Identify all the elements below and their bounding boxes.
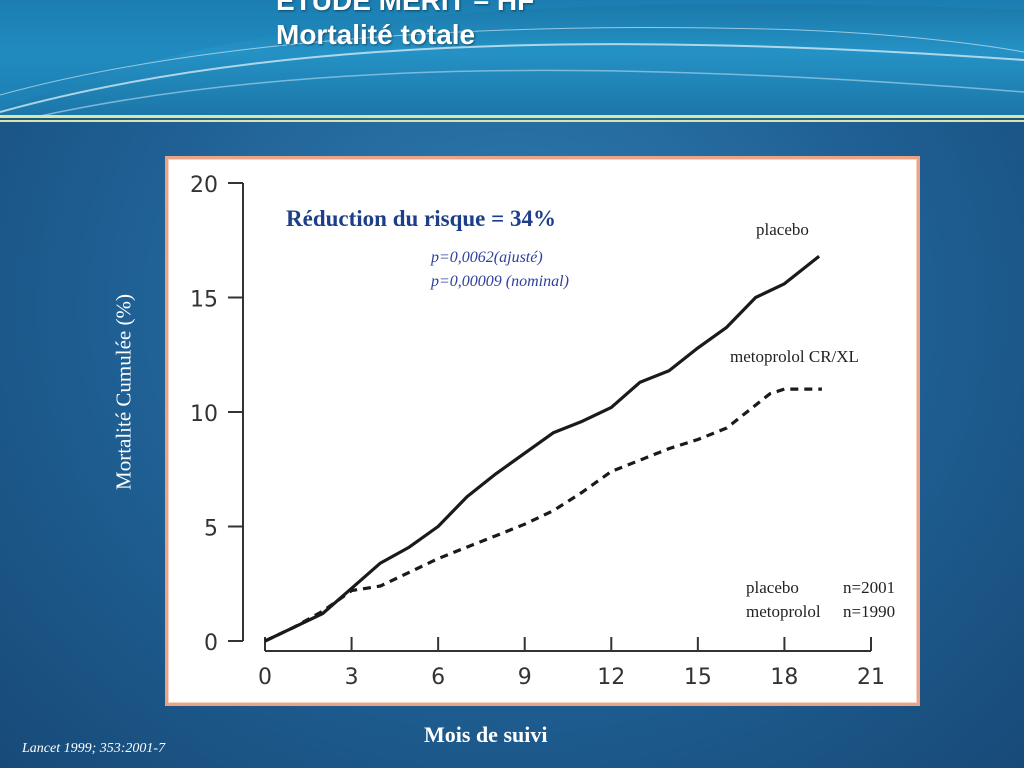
p-value-nominal: p=0,00009 (nominal) [430,273,569,290]
y-tick-label: 5 [204,517,218,542]
metoprolol-curve [264,387,822,643]
title-line-2: Mortalité totale [276,19,476,50]
x-tick-label: 12 [597,665,625,690]
x-axis-label: Mois de suivi [424,722,548,747]
y-tick-label: 15 [190,288,218,313]
chart-canvas: 0 5 10 15 20 0 3 6 9 12 15 18 21 placebo metoprolol CR… [190,173,895,690]
y-axis-label: Mortalité Cumulée (%) [111,294,136,490]
header-divider-2 [0,120,1024,122]
n-metoprolol-value: n=1990 [843,602,895,621]
title-line-1: ETUDE MERIT – HF [276,0,535,16]
header-band: ETUDE MERIT – HF Mortalité totale [0,0,1024,116]
x-tick-label: 15 [684,665,712,690]
n-placebo-value: n=2001 [843,578,895,597]
y-tick-label: 10 [190,402,218,427]
series-label-placebo: placebo [756,220,809,239]
series-label-metoprolol: metoprolol CR/XL [730,347,859,366]
citation: Lancet 1999; 353:2001-7 [22,741,166,756]
x-tick-label: 18 [770,665,798,690]
n-placebo-label: placebo [746,578,799,597]
x-tick-label: 3 [345,665,359,690]
placebo-curve [264,255,821,643]
n-metoprolol-label: metoprolol [746,602,821,621]
header-divider-1 [0,115,1024,118]
chart-frame: 0 5 10 15 20 0 3 6 9 12 15 18 21 placebo metoprolol CR… [165,156,920,706]
x-tick-label: 6 [431,665,445,690]
y-tick-label: 0 [204,631,218,656]
x-tick-label: 0 [258,665,272,690]
slide-title: ETUDE MERIT – HF Mortalité totale [276,0,534,52]
header-wave-decoration [0,0,1024,116]
x-tick-label: 21 [857,665,885,690]
x-tick-label: 9 [518,665,532,690]
risk-reduction-annotation: Réduction du risque = 34% [286,206,556,231]
y-tick-label: 20 [190,173,218,198]
p-value-adjusted: p=0,0062(ajusté) [430,249,543,266]
